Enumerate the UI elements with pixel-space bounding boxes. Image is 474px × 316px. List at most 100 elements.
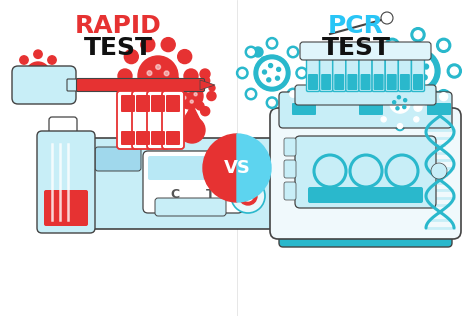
Circle shape (406, 67, 411, 72)
Circle shape (424, 64, 428, 69)
Circle shape (161, 100, 175, 114)
Circle shape (373, 99, 382, 107)
Circle shape (138, 56, 178, 96)
Circle shape (269, 100, 275, 106)
Circle shape (150, 81, 155, 86)
Circle shape (48, 84, 56, 92)
Wedge shape (203, 134, 237, 202)
FancyBboxPatch shape (361, 74, 371, 90)
Circle shape (381, 84, 386, 89)
Circle shape (437, 90, 451, 104)
Circle shape (290, 49, 296, 55)
FancyBboxPatch shape (44, 190, 88, 226)
FancyBboxPatch shape (346, 53, 359, 92)
Circle shape (385, 38, 400, 52)
Circle shape (269, 40, 275, 46)
FancyBboxPatch shape (292, 103, 316, 115)
Text: T: T (206, 187, 214, 200)
Circle shape (248, 49, 254, 55)
Circle shape (141, 100, 155, 114)
Text: C: C (171, 187, 180, 200)
FancyBboxPatch shape (132, 91, 154, 149)
Circle shape (26, 62, 50, 86)
Circle shape (34, 50, 42, 58)
Circle shape (414, 117, 419, 122)
Circle shape (287, 88, 299, 100)
FancyBboxPatch shape (333, 53, 346, 92)
FancyBboxPatch shape (321, 74, 331, 90)
Circle shape (20, 84, 28, 92)
Circle shape (194, 93, 197, 96)
FancyBboxPatch shape (155, 198, 226, 216)
FancyBboxPatch shape (82, 138, 283, 229)
Circle shape (430, 91, 440, 101)
Circle shape (124, 50, 138, 64)
Circle shape (440, 41, 447, 49)
Circle shape (24, 90, 32, 98)
Circle shape (164, 71, 169, 76)
Circle shape (178, 50, 191, 64)
FancyBboxPatch shape (117, 91, 139, 149)
Circle shape (277, 67, 281, 71)
Circle shape (243, 191, 253, 201)
FancyBboxPatch shape (76, 78, 204, 92)
Circle shape (207, 91, 216, 100)
FancyBboxPatch shape (319, 53, 333, 92)
Circle shape (266, 38, 278, 49)
Circle shape (419, 99, 428, 107)
Circle shape (386, 89, 414, 117)
FancyBboxPatch shape (374, 74, 383, 90)
Circle shape (388, 93, 396, 100)
FancyBboxPatch shape (307, 53, 319, 92)
Circle shape (161, 38, 175, 52)
Circle shape (395, 122, 404, 131)
FancyBboxPatch shape (385, 53, 398, 92)
FancyBboxPatch shape (359, 53, 372, 92)
Circle shape (397, 96, 401, 99)
Circle shape (437, 38, 451, 52)
FancyBboxPatch shape (359, 103, 383, 115)
Circle shape (156, 64, 161, 70)
Circle shape (412, 115, 421, 124)
FancyBboxPatch shape (136, 131, 150, 145)
Circle shape (396, 107, 399, 110)
Circle shape (196, 102, 204, 110)
FancyBboxPatch shape (295, 85, 436, 105)
Circle shape (290, 91, 296, 97)
FancyBboxPatch shape (300, 42, 431, 60)
FancyBboxPatch shape (166, 95, 180, 112)
Circle shape (201, 106, 210, 116)
Circle shape (299, 70, 305, 76)
FancyBboxPatch shape (347, 74, 357, 90)
Circle shape (414, 84, 419, 89)
Circle shape (275, 76, 280, 80)
FancyBboxPatch shape (400, 74, 410, 90)
FancyBboxPatch shape (427, 103, 451, 115)
Circle shape (425, 105, 431, 111)
Circle shape (414, 103, 422, 111)
Circle shape (385, 90, 400, 104)
FancyBboxPatch shape (372, 53, 385, 92)
Circle shape (420, 100, 426, 106)
Circle shape (124, 88, 138, 102)
Circle shape (201, 76, 210, 85)
Circle shape (403, 106, 406, 109)
Circle shape (259, 60, 285, 86)
Circle shape (178, 88, 191, 102)
Circle shape (170, 76, 179, 85)
Circle shape (261, 57, 267, 63)
Circle shape (147, 71, 152, 76)
Circle shape (411, 77, 417, 82)
FancyBboxPatch shape (398, 53, 411, 92)
Circle shape (381, 117, 386, 122)
Circle shape (200, 69, 210, 79)
Circle shape (388, 41, 396, 49)
FancyBboxPatch shape (284, 138, 296, 156)
FancyBboxPatch shape (295, 136, 436, 208)
FancyBboxPatch shape (67, 79, 81, 91)
FancyBboxPatch shape (387, 74, 397, 90)
FancyBboxPatch shape (279, 92, 452, 128)
Circle shape (378, 67, 386, 75)
FancyBboxPatch shape (95, 147, 141, 171)
FancyBboxPatch shape (143, 151, 243, 213)
